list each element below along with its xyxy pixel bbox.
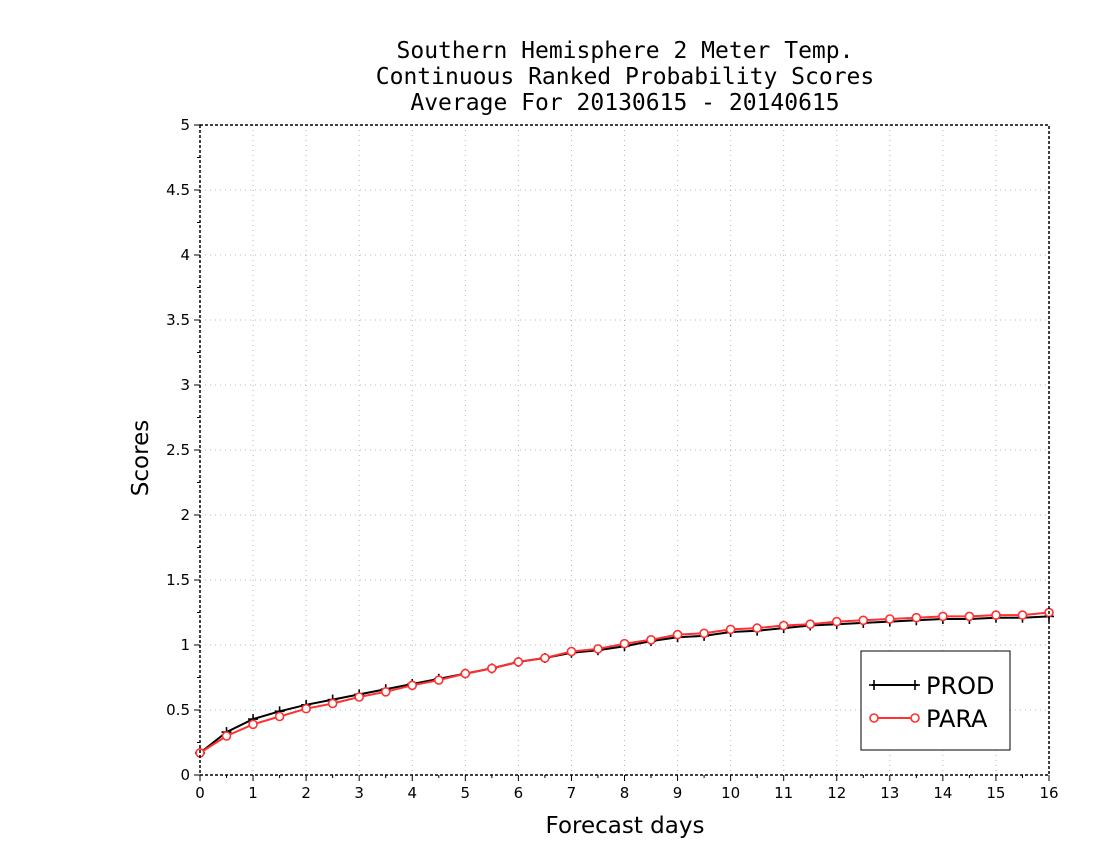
x-tick-label: 15 — [986, 784, 1005, 802]
x-tick-label: 0 — [195, 784, 205, 802]
y-tick-label: 3.5 — [166, 311, 190, 329]
y-tick-label: 1.5 — [166, 571, 190, 589]
y-tick-label: 2 — [180, 506, 190, 524]
legend-label-para: PARA — [926, 705, 988, 733]
series-point-para — [911, 612, 922, 623]
x-tick-label: 5 — [461, 784, 471, 802]
legend-marker-para — [869, 713, 879, 723]
x-tick-label: 1 — [248, 784, 258, 802]
y-tick-label: 3 — [180, 376, 190, 394]
series-point-para — [407, 680, 418, 691]
series-point-para — [991, 610, 1001, 620]
x-tick-label: 9 — [673, 784, 683, 802]
series-point-para — [752, 623, 762, 633]
y-tick-label: 0 — [180, 766, 190, 784]
x-tick-label: 3 — [354, 784, 364, 802]
chart-title-line-1: Southern Hemisphere 2 Meter Temp. — [397, 38, 854, 64]
legend-entry-para — [869, 713, 920, 723]
series-point-para — [380, 686, 391, 697]
legend-box — [860, 650, 1011, 751]
series-point-para — [354, 692, 364, 702]
x-tick-label: 12 — [827, 784, 846, 802]
x-tick-label: 4 — [407, 784, 417, 802]
y-tick-label: 4.5 — [166, 181, 190, 199]
series-point-para — [831, 616, 842, 627]
legend-marker-para — [910, 713, 920, 723]
series-point-para — [672, 629, 683, 640]
grid-layer — [200, 125, 1049, 775]
series-point-para — [566, 646, 577, 657]
x-tick-label: 16 — [1039, 784, 1058, 802]
series-point-para — [487, 663, 497, 674]
legend: PROD PARA — [860, 650, 1011, 751]
chart-title-line-3: Average For 20130615 - 20140615 — [410, 90, 839, 116]
y-axis-label: Scores — [128, 420, 154, 496]
series-point-para — [433, 675, 444, 685]
x-tick-label: 10 — [721, 784, 740, 802]
series-point-para — [540, 653, 550, 663]
y-tick-label: 1 — [180, 636, 190, 654]
series-layer — [195, 607, 1054, 758]
series-point-para — [248, 719, 258, 730]
legend-entry-prod — [869, 680, 920, 690]
series-point-para — [460, 668, 471, 679]
series-point-para — [858, 615, 869, 626]
x-tick-label: 14 — [933, 784, 952, 802]
series-point-para — [938, 611, 948, 622]
chart-title-line-2: Continuous Ranked Probability Scores — [376, 64, 875, 90]
series-point-para — [274, 711, 285, 722]
series-point-para — [513, 657, 524, 667]
series-point-para — [1017, 610, 1028, 620]
series-point-para — [964, 611, 975, 622]
x-tick-label: 13 — [880, 784, 899, 802]
series-point-para — [725, 624, 736, 635]
y-tick-label: 0.5 — [166, 701, 190, 719]
series-point-para — [805, 619, 816, 630]
x-tick-label: 6 — [514, 784, 524, 802]
series-point-para — [327, 698, 338, 709]
legend-label-prod: PROD — [926, 672, 995, 700]
y-tick-label: 2.5 — [166, 441, 190, 459]
axis-layer: 0 1 2 3 4 5 6 7 8 9 10 11 12 13 14 15 1600.511.522.533.5… — [166, 116, 1058, 802]
series-point-para — [221, 731, 232, 741]
series-point-para — [778, 620, 789, 631]
series-para — [195, 607, 1054, 758]
x-tick-label: 11 — [774, 784, 793, 802]
x-tick-label: 7 — [567, 784, 577, 802]
legend-marker-prod — [869, 680, 879, 690]
series-point-para — [699, 628, 709, 639]
y-tick-label: 5 — [180, 116, 190, 134]
series-point-para — [301, 703, 311, 714]
y-tick-label: 4 — [180, 246, 190, 264]
x-axis-label: Forecast days — [546, 813, 705, 839]
series-point-para — [646, 634, 656, 645]
series-point-para — [619, 638, 630, 649]
series-point-para — [593, 644, 603, 654]
legend-marker-prod — [910, 680, 920, 690]
x-tick-label: 2 — [301, 784, 311, 802]
x-tick-label: 8 — [620, 784, 630, 802]
series-point-para — [885, 614, 895, 624]
